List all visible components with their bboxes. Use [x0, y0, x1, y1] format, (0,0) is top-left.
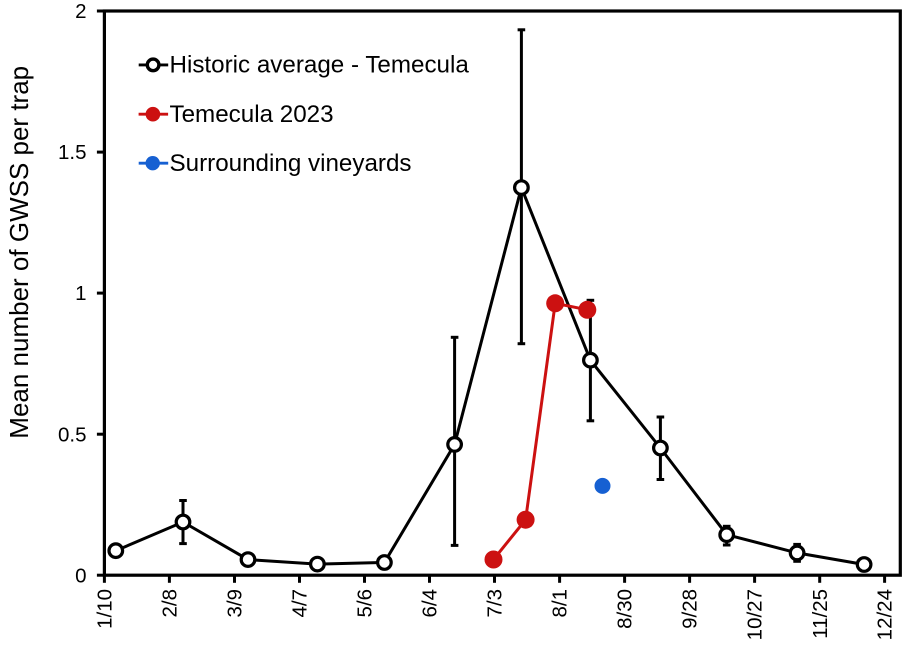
- svg-text:12/24: 12/24: [874, 589, 897, 640]
- svg-text:1: 1: [75, 282, 86, 305]
- svg-text:0.5: 0.5: [58, 423, 87, 446]
- svg-text:8/1: 8/1: [549, 589, 572, 618]
- svg-text:2/8: 2/8: [159, 589, 182, 618]
- svg-text:5/6: 5/6: [354, 589, 377, 618]
- svg-text:Historic average - Temecula: Historic average - Temecula: [170, 52, 470, 79]
- svg-text:9/28: 9/28: [679, 589, 702, 629]
- svg-text:10/27: 10/27: [744, 589, 767, 640]
- svg-text:2: 2: [75, 0, 86, 23]
- svg-text:1.5: 1.5: [58, 141, 87, 164]
- svg-text:7/3: 7/3: [484, 589, 507, 618]
- svg-text:4/7: 4/7: [289, 589, 312, 618]
- svg-text:Temecula 2023: Temecula 2023: [170, 101, 334, 128]
- svg-text:1/10: 1/10: [94, 589, 117, 629]
- svg-text:11/25: 11/25: [809, 589, 832, 639]
- svg-text:0: 0: [75, 564, 86, 587]
- svg-text:Mean number of GWSS per trap: Mean number of GWSS per trap: [4, 66, 34, 439]
- svg-text:6/4: 6/4: [419, 589, 442, 618]
- svg-text:8/30: 8/30: [614, 589, 637, 629]
- svg-text:3/9: 3/9: [224, 589, 247, 618]
- svg-text:Surrounding vineyards: Surrounding vineyards: [170, 150, 412, 177]
